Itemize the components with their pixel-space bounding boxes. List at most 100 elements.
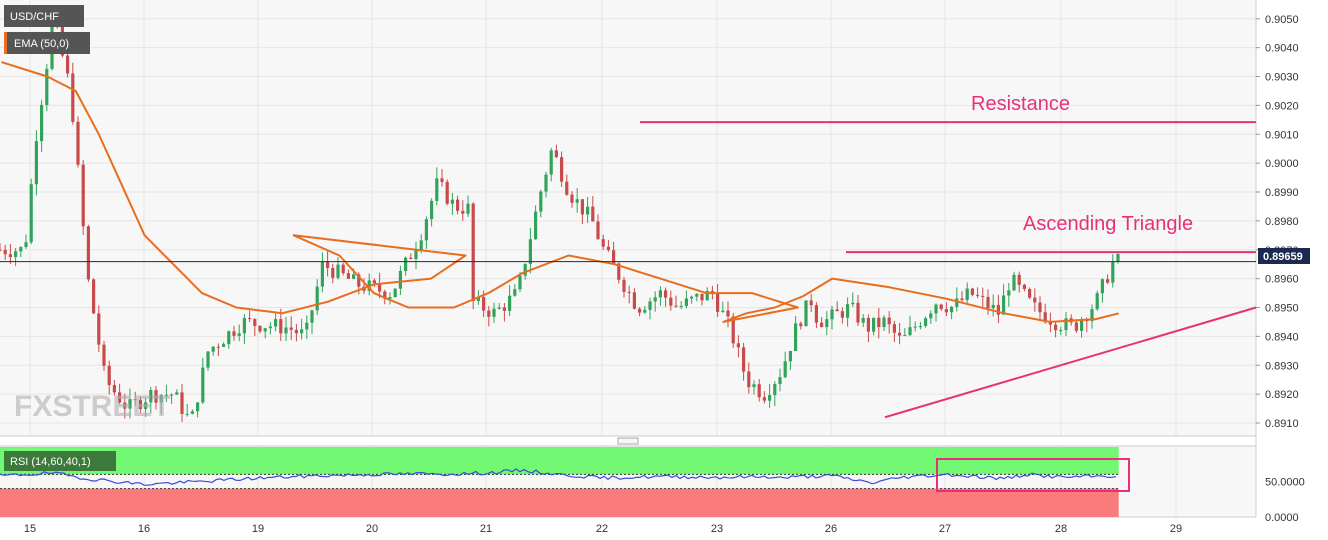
candle-body: [253, 319, 257, 326]
candle-body: [19, 247, 23, 252]
candle-body: [487, 310, 491, 317]
candle-body: [586, 206, 590, 215]
candle-body: [29, 184, 33, 243]
candle-body: [700, 293, 704, 301]
candle-body: [409, 257, 413, 260]
candle-body: [996, 304, 1000, 315]
rsi-tag-bg: [4, 451, 116, 471]
candle-body: [133, 399, 137, 401]
price-tick-label: 0.8950: [1265, 303, 1299, 315]
price-tick-label: 0.9040: [1265, 43, 1299, 55]
candle-body: [554, 150, 558, 158]
candle-body: [575, 199, 579, 203]
candle-body: [783, 361, 787, 378]
candle-body: [674, 305, 678, 307]
candle-body: [924, 318, 928, 327]
candle-body: [336, 264, 340, 278]
rsi-oversold-band: [0, 488, 1119, 517]
candle-body: [632, 292, 636, 309]
current-price-tag-bg: [1258, 248, 1310, 264]
candle-body: [820, 322, 824, 328]
candle-body: [40, 104, 44, 142]
candle-body: [918, 326, 922, 328]
candle-body: [872, 317, 876, 332]
candle-body: [799, 323, 803, 327]
price-tick-label: 0.8960: [1265, 274, 1299, 286]
date-tick-label: 23: [711, 523, 723, 535]
candle-body: [617, 263, 621, 280]
candle-body: [398, 270, 402, 289]
candle-body: [170, 394, 174, 396]
candle-body: [762, 397, 766, 401]
candle-body: [216, 346, 220, 348]
candle-body: [346, 273, 350, 279]
candle-body: [1074, 322, 1078, 331]
candle-body: [939, 304, 943, 310]
candle-body: [840, 311, 844, 318]
candle-body: [898, 332, 902, 336]
candle-body: [601, 239, 605, 247]
ema-tag-bg: [4, 32, 90, 54]
candle-body: [544, 174, 548, 192]
date-tick-label: 20: [366, 523, 378, 535]
price-tick-label: 0.8980: [1265, 216, 1299, 228]
candle-body: [565, 181, 569, 195]
date-tick-label: 21: [480, 523, 492, 535]
candle-body: [341, 264, 345, 274]
price-tick-label: 0.9000: [1265, 158, 1299, 170]
date-tick-label: 15: [24, 523, 36, 535]
panel-resize-handle[interactable]: [617, 437, 639, 445]
candle-body: [445, 181, 449, 204]
candle-body: [955, 298, 959, 307]
candle-body: [934, 304, 938, 314]
candle-body: [144, 402, 148, 409]
candle-body: [492, 308, 496, 317]
candles: [0, 20, 1120, 422]
candle-body: [71, 73, 75, 122]
candle-body: [461, 210, 465, 214]
candle-body: [430, 200, 434, 220]
candle-body: [175, 392, 179, 395]
candle-body: [388, 297, 392, 299]
candle-body: [92, 279, 96, 314]
candle-body: [731, 316, 735, 344]
candle-body: [903, 335, 907, 337]
candle-body: [695, 293, 699, 297]
candle-body: [523, 263, 527, 276]
candle-body: [138, 399, 142, 409]
candle-body: [991, 304, 995, 309]
candle-body: [456, 199, 460, 211]
candle-body: [861, 317, 865, 323]
price-tick-label: 0.9020: [1265, 100, 1299, 112]
price-tick-label: 0.8990: [1265, 187, 1299, 199]
candle-body: [450, 199, 454, 204]
candle-body: [549, 150, 553, 175]
candle-body: [794, 323, 798, 351]
candle-body: [648, 301, 652, 310]
candle-body: [1012, 274, 1016, 291]
candle-body: [726, 310, 730, 317]
candle-body: [1038, 302, 1042, 313]
date-axis: 15 16 19 20 21 22 23 26 27 28 29: [24, 523, 1182, 535]
ema-tag: EMA (50,0): [14, 38, 69, 50]
candle-body: [591, 206, 595, 222]
triangle-trendline: [884, 306, 1257, 419]
candle-body: [1116, 254, 1120, 262]
candle-body: [814, 305, 818, 323]
candle-body: [908, 327, 912, 336]
candle-body: [664, 290, 668, 298]
price-tick-label: 0.8940: [1265, 331, 1299, 343]
candle-body: [289, 327, 293, 330]
candle-body: [315, 286, 319, 311]
candle-body: [466, 203, 470, 214]
candle-body: [627, 291, 631, 293]
candle-body: [580, 199, 584, 215]
candle-body: [320, 261, 324, 287]
candle-body: [1007, 290, 1011, 296]
candle-body: [1080, 320, 1084, 331]
candle-body: [638, 308, 642, 313]
candle-body: [201, 367, 205, 403]
candle-body: [66, 55, 70, 74]
candle-body: [892, 324, 896, 333]
candle-body: [882, 317, 886, 328]
